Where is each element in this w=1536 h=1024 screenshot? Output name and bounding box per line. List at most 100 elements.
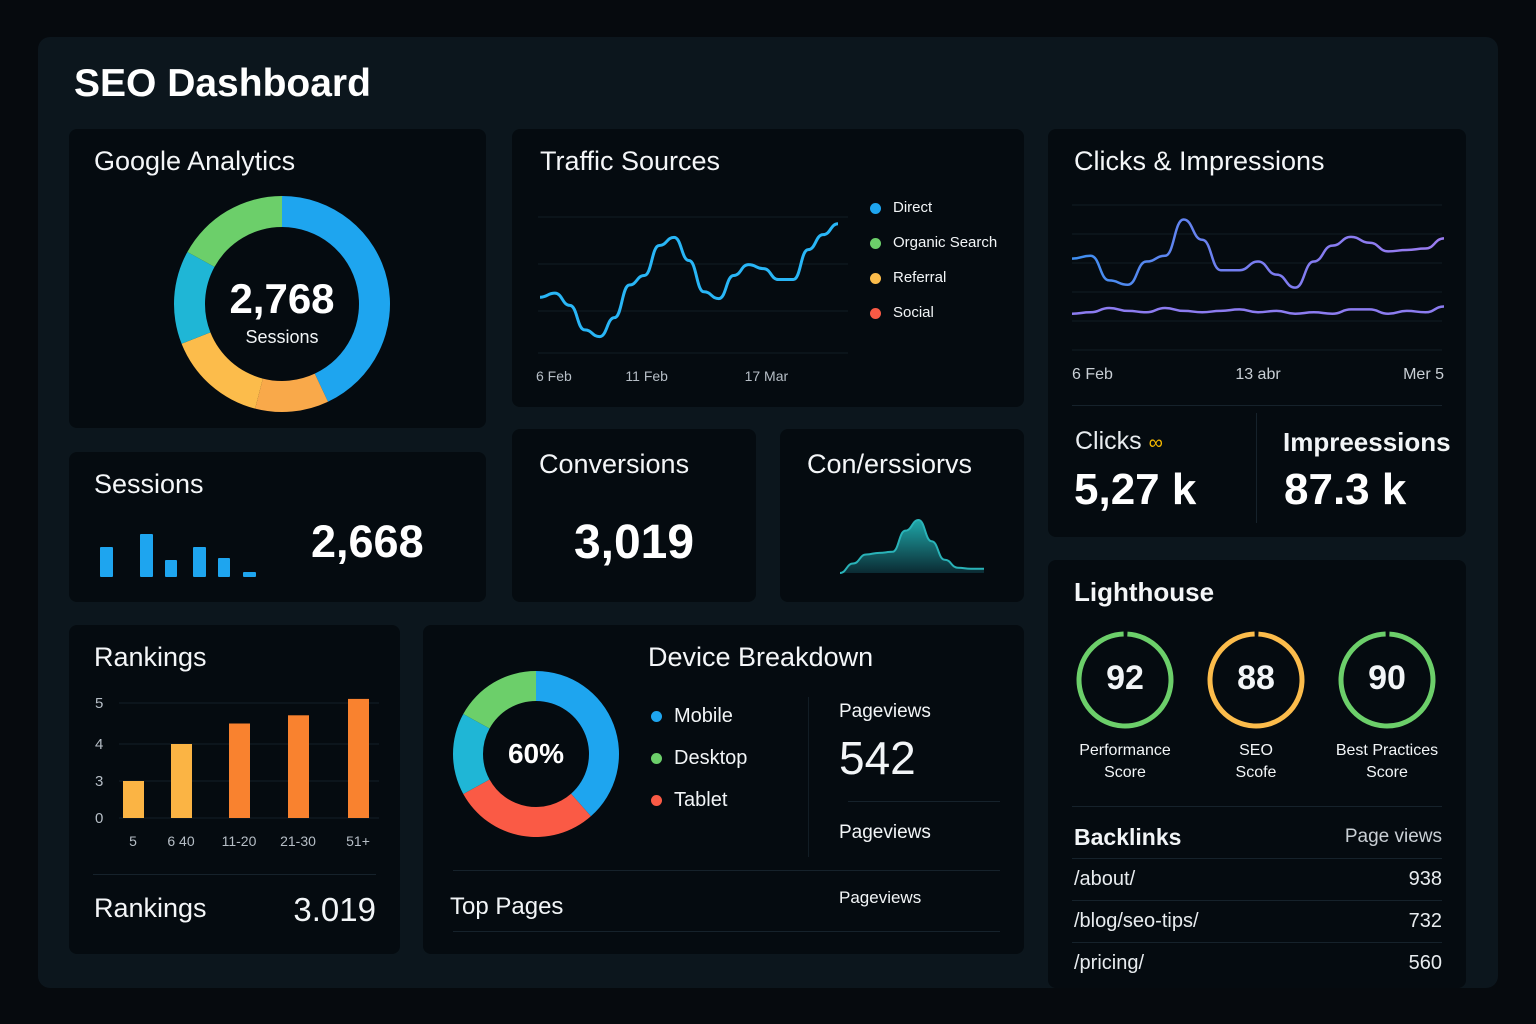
legend-item[interactable]: Organic Search (870, 234, 997, 269)
sessions-bar-chart (100, 534, 256, 577)
backlink-views: 938 (1408, 868, 1442, 890)
conversions-value: 3,019 (573, 516, 695, 569)
traffic-series-line (539, 222, 839, 339)
legend-dot (870, 307, 881, 319)
score-label: Scofe (1235, 764, 1277, 781)
score-label: Score (1366, 764, 1408, 781)
pageviews-label-2: Pageviews (839, 822, 931, 843)
session-bar (218, 558, 230, 577)
card-title: Lighthouse (1074, 577, 1215, 607)
divider (1072, 900, 1442, 901)
donut-segment (453, 714, 490, 794)
y-tick-label: 0 (95, 810, 103, 827)
donut-segment (536, 671, 619, 817)
backlink-path[interactable]: /about/ (1074, 868, 1136, 890)
session-bar (193, 547, 206, 577)
backlink-row[interactable]: /about/938 (1074, 868, 1442, 891)
legend-item[interactable]: Tablet (651, 789, 747, 831)
pageviews-value: 542 (839, 732, 916, 784)
page-views-header: Page views (1344, 826, 1442, 847)
x-tick-label: 11 Feb (625, 368, 668, 384)
clicks-label-text: Clicks (1075, 427, 1142, 455)
y-tick-label: 4 (95, 736, 103, 753)
x-tick-label: 5 (129, 833, 137, 849)
legend-item[interactable]: Mobile (651, 705, 747, 747)
divider (848, 801, 1000, 802)
y-tick-label: 5 (95, 695, 103, 712)
traffic-legend: Direct Organic Search Referral Social (870, 199, 997, 339)
device-center-value: 60% (507, 738, 565, 769)
divider (453, 870, 1000, 871)
clicks-value: 5,27 k (1074, 465, 1197, 514)
legend-dot (651, 711, 662, 723)
card-title: Google Analytics (94, 146, 296, 176)
device-donut-chart (453, 671, 619, 837)
divider (1072, 405, 1442, 406)
legend-dot (870, 272, 881, 284)
top-pages-label[interactable]: Top Pages (450, 893, 564, 920)
conversions-area (840, 520, 984, 573)
session-bar (100, 547, 113, 577)
score-ring (1338, 631, 1436, 729)
ci-series-line (1071, 218, 1445, 289)
legend-label: Organic Search (893, 234, 998, 251)
conversions-trend-card: Con/erssiorvs (780, 429, 1024, 602)
legend-item[interactable]: Referral (870, 269, 997, 304)
card-title: Conversions (539, 449, 690, 479)
conversions-area-line (839, 518, 984, 574)
card-title: Sessions (94, 469, 204, 499)
clicks-impressions-line-chart: 6 Feb 13 abr Mer 5 (1071, 204, 1445, 383)
donut-segment (463, 671, 536, 729)
backlink-views: 732 (1408, 910, 1442, 932)
divider (1072, 942, 1442, 943)
backlink-path[interactable]: /pricing/ (1074, 952, 1145, 974)
link-icon: ∞ (1148, 432, 1163, 454)
legend-item[interactable]: Social (870, 304, 997, 339)
device-breakdown-card: Device Breakdown 60% Mobile Desktop Tablet… (423, 625, 1024, 954)
traffic-sources-card: Traffic Sources 6 Feb 11 Feb 17 Mar Direct… (512, 129, 1024, 407)
backlink-row[interactable]: /pricing/560 (1074, 952, 1442, 975)
legend-label: Mobile (674, 705, 733, 727)
divider (808, 697, 809, 857)
score-label: Score (1104, 764, 1146, 781)
rankings-footer-label: Rankings (94, 893, 207, 923)
sessions-donut-chart (174, 196, 390, 413)
sessions-card: Sessions 2,668 (69, 452, 486, 602)
backlink-path[interactable]: /blog/seo-tips/ (1074, 910, 1199, 932)
score-ring-arc (1076, 631, 1174, 729)
sessions-label: Sessions (245, 327, 319, 347)
legend-item[interactable]: Direct (870, 199, 997, 234)
score-label: Performance (1079, 742, 1171, 759)
x-tick-label: Mer 5 (1403, 366, 1444, 383)
ranking-bar (288, 715, 309, 818)
score-ring-arc (1207, 631, 1305, 729)
backlinks-title: Backlinks (1074, 824, 1182, 850)
divider (453, 931, 1000, 932)
donut-segment (181, 332, 263, 409)
legend-label: Tablet (674, 789, 728, 811)
x-tick-label: 11-20 (222, 833, 257, 849)
lighthouse-card: Lighthouse 92 Performance Score 88 SEO Scofe 9… (1048, 560, 1466, 988)
impressions-label: Impreessions (1283, 427, 1451, 457)
rankings-footer-value: 3.019 (293, 891, 376, 928)
backlink-views: 560 (1408, 952, 1442, 974)
score-label: Best Practices (1335, 742, 1439, 759)
donut-segment (463, 779, 591, 837)
score-label: SEO (1239, 742, 1273, 759)
sessions-value: 2,668 (311, 516, 424, 567)
ranking-bar (229, 723, 250, 818)
legend-item[interactable]: Desktop (651, 747, 747, 789)
ranking-bar (348, 698, 369, 818)
divider (1072, 858, 1442, 859)
legend-label: Social (893, 304, 934, 321)
card-title: Clicks & Impressions (1074, 146, 1325, 176)
backlink-row[interactable]: /blog/seo-tips/732 (1074, 910, 1442, 933)
legend-dot (651, 753, 662, 765)
score-ring-arc (1338, 631, 1436, 729)
card-title: Rankings (94, 642, 207, 672)
traffic-line-chart: 6 Feb 11 Feb 17 Mar (536, 216, 848, 384)
x-tick-label: 6 40 (167, 833, 194, 849)
device-legend: Mobile Desktop Tablet (651, 705, 747, 831)
session-bar (140, 534, 153, 577)
rankings-card: Rankings 5 4 3 0 5 6 40 11-20 21-30 51+ Rankings… (69, 625, 400, 954)
